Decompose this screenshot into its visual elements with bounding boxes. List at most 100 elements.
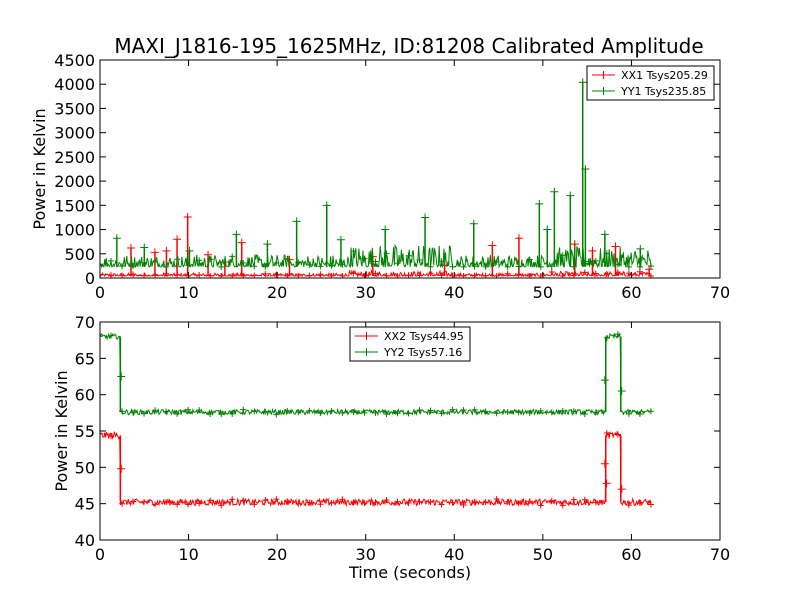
x-tick-label: 70: [710, 545, 730, 564]
series-yy2: [100, 331, 654, 418]
data-point-marker: [100, 430, 103, 437]
data-point-marker: [284, 498, 291, 505]
x-tick-label: 60: [621, 283, 641, 302]
data-point-marker: [207, 497, 214, 504]
y-tick-label: 55: [75, 422, 95, 441]
data-point-marker: [152, 258, 159, 265]
data-point-marker: [438, 410, 445, 417]
data-point-marker: [350, 270, 357, 277]
data-point-marker: [416, 498, 423, 505]
spike-marker: [336, 235, 345, 244]
data-point-marker: [405, 500, 412, 507]
data-point-marker: [185, 501, 192, 508]
x-tick-label: 40: [444, 283, 464, 302]
data-point-marker: [152, 407, 159, 414]
data-point-marker: [537, 407, 544, 414]
data-point-marker: [471, 406, 478, 413]
data-point-marker: [251, 263, 258, 270]
x-tick-label: 10: [178, 283, 198, 302]
y-tick-label: 40: [75, 531, 95, 550]
y-tick-label: 1000: [54, 221, 95, 240]
spike-marker: [237, 238, 246, 247]
data-point-marker: [284, 255, 291, 262]
spike-marker: [173, 235, 182, 244]
data-point-marker: [306, 272, 313, 278]
spike-marker: [578, 78, 587, 87]
data-point-marker: [328, 408, 335, 415]
data-point-marker: [163, 498, 170, 505]
data-point-marker: [108, 433, 115, 440]
plot-area: [100, 331, 654, 509]
y-tick-label: 0: [85, 269, 95, 288]
data-point-marker: [427, 263, 434, 270]
data-point-marker: [647, 501, 654, 508]
data-point-marker: [317, 501, 324, 508]
data-point-marker: [559, 252, 566, 259]
data-point-marker: [559, 407, 566, 414]
legend-label: YY1 Tsys235.85: [620, 85, 706, 98]
data-point-marker: [251, 408, 258, 415]
data-point-marker: [196, 500, 203, 507]
data-point-marker: [625, 270, 632, 277]
x-tick-label: 20: [267, 545, 287, 564]
data-point-marker: [427, 499, 434, 506]
data-point-marker: [592, 270, 599, 277]
x-tick-label: 60: [621, 545, 641, 564]
spike-marker: [566, 191, 575, 200]
spike-marker: [469, 219, 478, 228]
legend-marker: [362, 332, 371, 340]
data-point-marker: [273, 260, 280, 267]
data-point-marker: [207, 256, 214, 263]
data-point-marker: [207, 411, 214, 418]
x-tick-label: 30: [356, 545, 376, 564]
top-panel: Power in Kelvin 0 10 20 30 40 50 60 70050010001…: [30, 51, 730, 302]
data-point-marker: [306, 261, 313, 268]
data-point-marker: [317, 410, 324, 417]
data-point-marker: [570, 408, 577, 415]
data-point-marker: [273, 411, 280, 418]
data-point-marker: [350, 248, 357, 255]
plot-frame: [99, 59, 721, 279]
data-point-marker: [482, 408, 489, 415]
data-point-marker: [460, 501, 467, 508]
data-point-marker: [174, 410, 181, 417]
spike-marker: [488, 241, 497, 250]
data-point-marker: [614, 261, 621, 268]
legend-marker: [362, 348, 371, 356]
data-point-marker: [328, 499, 335, 506]
data-point-marker: [196, 271, 203, 278]
data-point-marker: [284, 407, 291, 414]
legend: XX1 Tsys205.29 YY1 Tsys235.85: [586, 65, 715, 101]
data-point-marker: [229, 496, 236, 503]
data-point-marker: [460, 407, 467, 414]
spike-marker: [140, 243, 149, 252]
data-point-marker: [372, 258, 379, 265]
y-tick-label: 500: [64, 245, 95, 264]
y-tick-label: 50: [75, 458, 95, 477]
data-point-marker: [482, 263, 489, 270]
data-point-marker: [515, 263, 522, 270]
data-point-marker: [130, 498, 137, 505]
data-point-marker: [636, 499, 643, 506]
data-point-marker: [592, 499, 599, 506]
legend-label: YY2 Tsys57.16: [383, 346, 462, 359]
data-point-marker: [449, 263, 456, 270]
legend-box: [349, 326, 471, 362]
data-point-marker: [548, 269, 555, 276]
data-point-marker: [273, 496, 280, 503]
data-point-marker: [174, 256, 181, 263]
data-point-marker: [229, 253, 236, 260]
spike-marker: [421, 213, 430, 222]
data-point-marker: [493, 258, 500, 265]
transition-marker: [117, 464, 126, 473]
x-tick-label: 20: [267, 283, 287, 302]
legend-entry: XX2 Tsys44.95: [355, 330, 464, 343]
data-point-marker: [515, 500, 522, 507]
data-point-marker: [471, 498, 478, 505]
data-point-marker: [196, 407, 203, 414]
data-point-marker: [218, 273, 225, 278]
spike-marker: [543, 225, 552, 234]
spike-marker: [636, 244, 645, 253]
data-point-marker: [339, 496, 346, 503]
